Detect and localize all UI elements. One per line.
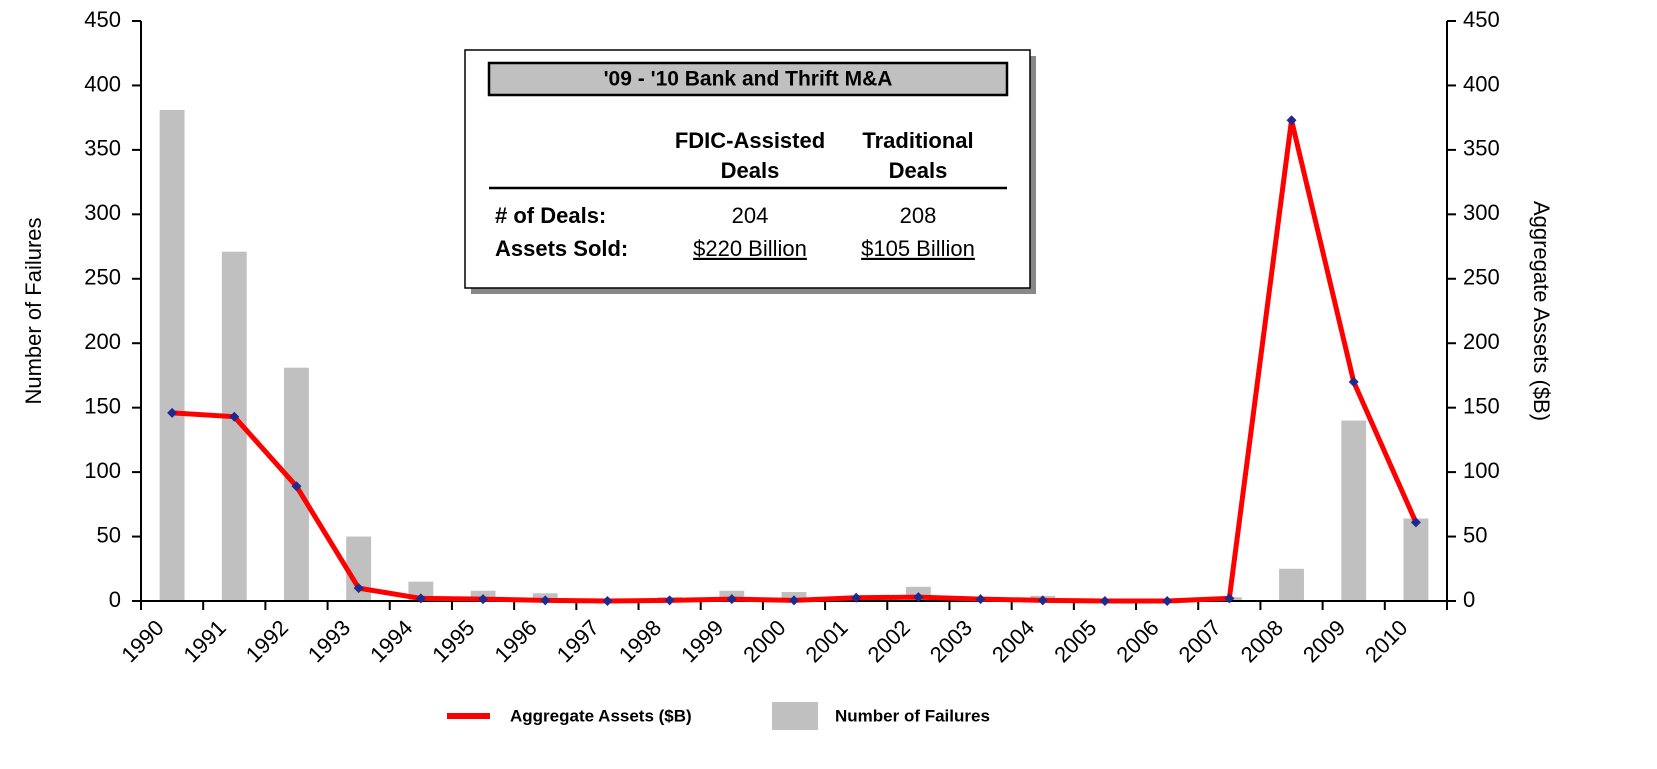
x-tick-label: 1999 <box>676 615 728 667</box>
x-tick-label: 2010 <box>1360 615 1412 667</box>
column-header: Deals <box>721 158 780 183</box>
marker <box>789 595 799 606</box>
marker <box>478 594 489 605</box>
x-tick-label: 1996 <box>489 615 541 667</box>
column-header: FDIC-Assisted <box>675 128 825 153</box>
x-tick-label: 2006 <box>1111 615 1163 667</box>
y-tick-label: 150 <box>84 393 121 418</box>
column-header: Traditional <box>862 128 973 153</box>
x-tick-label: 1990 <box>116 615 168 667</box>
y-tick-label: 200 <box>84 329 121 354</box>
legend-label: Number of Failures <box>835 706 990 725</box>
x-tick-label: 1993 <box>303 615 355 667</box>
x-tick-label: 1997 <box>552 615 604 667</box>
inset-title-box <box>487 61 1009 97</box>
x-tick-label: 2004 <box>987 615 1039 667</box>
inset: '09 - '10 Bank and Thrift M&A FDIC-Assis… <box>464 49 1036 294</box>
marker <box>1286 115 1297 126</box>
y-tick-label: 100 <box>84 458 121 483</box>
x-tick-label: 2000 <box>738 615 790 667</box>
y2-tick-label: 50 <box>1463 522 1487 547</box>
x-tick-label: 2005 <box>1049 615 1101 667</box>
marker <box>1099 596 1110 606</box>
marker <box>291 481 302 492</box>
x-tick-label: 1998 <box>614 615 666 667</box>
y2-tick-label: 450 <box>1463 7 1500 32</box>
y2-tick-label: 350 <box>1463 136 1500 161</box>
y-tick-label: 0 <box>109 587 121 612</box>
x-tick-label: 1991 <box>179 615 231 667</box>
marker <box>726 594 737 605</box>
x-tick-label: 2003 <box>925 615 977 667</box>
y2-tick-label: 100 <box>1463 458 1500 483</box>
inset-title: '09 - '10 Bank and Thrift M&A <box>604 68 893 91</box>
x-tick-label: 1995 <box>427 615 479 667</box>
x-tick-label: 2002 <box>863 615 915 667</box>
marker <box>1348 376 1359 387</box>
bar <box>1279 568 1304 601</box>
y-tick-label: 400 <box>84 71 121 96</box>
column-header: Deals <box>889 158 948 183</box>
bar <box>1341 420 1367 601</box>
y2-tick-label: 0 <box>1463 587 1475 612</box>
y-tick-label: 450 <box>84 7 121 32</box>
y2-tick-label: 200 <box>1463 329 1500 354</box>
x-tick-label: 2009 <box>1298 615 1350 667</box>
legend-swatch <box>772 702 818 730</box>
y2-tick-label: 400 <box>1463 71 1500 96</box>
y-axis-label: Number of Failures <box>21 217 46 404</box>
marker <box>913 592 924 603</box>
marker <box>851 592 862 603</box>
cell: 208 <box>900 203 937 228</box>
bar <box>1403 518 1429 601</box>
marker <box>229 411 240 422</box>
marker <box>1410 517 1421 528</box>
marker <box>975 594 986 605</box>
y-tick-label: 350 <box>84 136 121 161</box>
x-tick-label: 1994 <box>365 615 417 667</box>
x-tick-label: 2007 <box>1174 615 1226 667</box>
x-tick-label: 1992 <box>241 615 293 667</box>
marker <box>167 407 178 418</box>
marker <box>540 595 551 606</box>
cell: $105 Billion <box>861 236 975 261</box>
x-tick-label: 2008 <box>1236 615 1288 667</box>
legend-label: Aggregate Assets ($B) <box>510 706 692 725</box>
cell: 204 <box>732 203 769 228</box>
y2-tick-label: 300 <box>1463 200 1500 225</box>
y-tick-label: 50 <box>97 522 121 547</box>
row-label: Assets Sold: <box>495 236 628 261</box>
y2-tick-label: 250 <box>1463 265 1500 290</box>
marker <box>415 593 426 604</box>
y-tick-label: 300 <box>84 200 121 225</box>
y-tick-label: 250 <box>84 265 121 290</box>
marker <box>353 583 364 594</box>
marker <box>1162 596 1173 606</box>
y2-tick-label: 150 <box>1463 393 1500 418</box>
row-label: # of Deals: <box>495 203 606 228</box>
bar <box>159 109 185 601</box>
x-tick-label: 2001 <box>800 615 852 667</box>
marker <box>602 596 613 606</box>
cell: $220 Billion <box>693 236 807 261</box>
marker <box>1037 595 1048 606</box>
y2-axis-label: Aggregate Assets ($B) <box>1529 201 1554 421</box>
marker <box>664 595 675 606</box>
marker <box>1224 593 1235 604</box>
